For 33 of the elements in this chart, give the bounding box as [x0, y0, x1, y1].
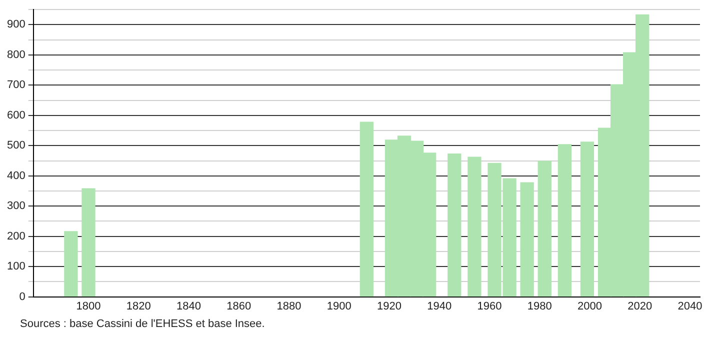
y-tick-label: 0 [19, 290, 26, 303]
bar [360, 122, 374, 297]
x-tick-label: 1840 [176, 300, 201, 312]
x-tick-label: 1800 [76, 300, 101, 312]
bar [448, 153, 462, 297]
y-tick-label: 900 [6, 18, 26, 31]
x-tick-label: 1960 [477, 300, 502, 312]
bar [580, 142, 594, 297]
y-tick-label: 800 [6, 48, 26, 61]
x-tick-label: 1860 [226, 300, 252, 312]
bar [468, 156, 482, 297]
x-tick-label: 1920 [376, 300, 402, 312]
y-tick-label: 400 [6, 170, 26, 182]
x-tick-label: 1980 [527, 300, 552, 312]
x-tick-label: 2040 [678, 300, 702, 312]
y-tick-label: 200 [6, 230, 26, 242]
bar [64, 231, 78, 297]
y-tick-label: 700 [6, 79, 26, 92]
y-tick-label: 300 [6, 200, 26, 212]
bar [538, 160, 552, 297]
x-tick-label: 2020 [628, 300, 652, 312]
y-tick-label: 100 [6, 260, 26, 273]
x-tick-label: 1880 [276, 300, 302, 312]
x-tick-label: 2000 [577, 300, 602, 312]
y-tick-label: 600 [6, 109, 26, 122]
bar [82, 188, 96, 297]
y-tick-label: 500 [6, 140, 26, 152]
x-tick-label: 1820 [126, 300, 151, 312]
x-tick-label: 1940 [427, 300, 452, 312]
bar [558, 144, 572, 297]
source-note: Sources : base Cassini de l'EHESS et base Insee. [20, 318, 265, 330]
x-tick-label: 1900 [326, 300, 352, 312]
bar [520, 182, 534, 297]
